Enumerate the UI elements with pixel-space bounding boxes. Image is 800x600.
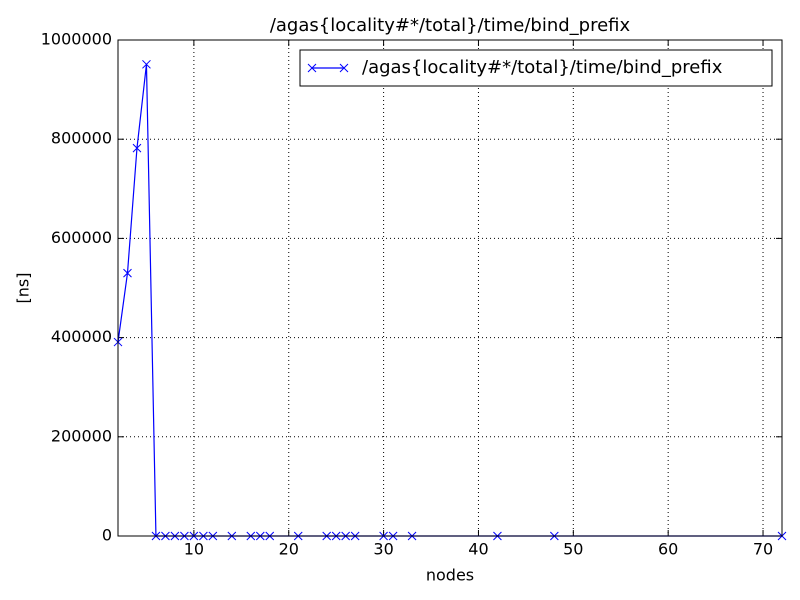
y-tick-label: 400000 xyxy=(51,327,112,346)
marker xyxy=(123,268,132,278)
chart-title: /agas{locality#*/total}/time/bind_prefix xyxy=(270,15,631,36)
x-tick-label: 50 xyxy=(563,540,583,559)
x-tick-label: 40 xyxy=(468,540,488,559)
x-tick-label: 70 xyxy=(753,540,773,559)
y-tick-label: 200000 xyxy=(51,426,112,445)
y-tick-label: 0 xyxy=(102,526,112,545)
y-tick-label: 1000000 xyxy=(41,30,112,49)
plot-frame xyxy=(117,39,783,537)
y-axis-label: [ns] xyxy=(14,273,33,304)
y-tick-label: 600000 xyxy=(51,228,112,247)
x-axis-label: nodes xyxy=(426,566,474,585)
y-tick-label: 800000 xyxy=(51,129,112,148)
x-tick-label: 10 xyxy=(184,540,204,559)
x-tick-label: 20 xyxy=(279,540,299,559)
x-tick-label: 30 xyxy=(373,540,393,559)
marker xyxy=(142,59,151,69)
x-tick-label: 60 xyxy=(658,540,678,559)
legend-marker xyxy=(307,63,349,73)
marker xyxy=(132,143,142,153)
legend-box xyxy=(299,49,773,87)
legend-label: /agas{locality#*/total}/time/bind_prefix xyxy=(362,57,723,78)
